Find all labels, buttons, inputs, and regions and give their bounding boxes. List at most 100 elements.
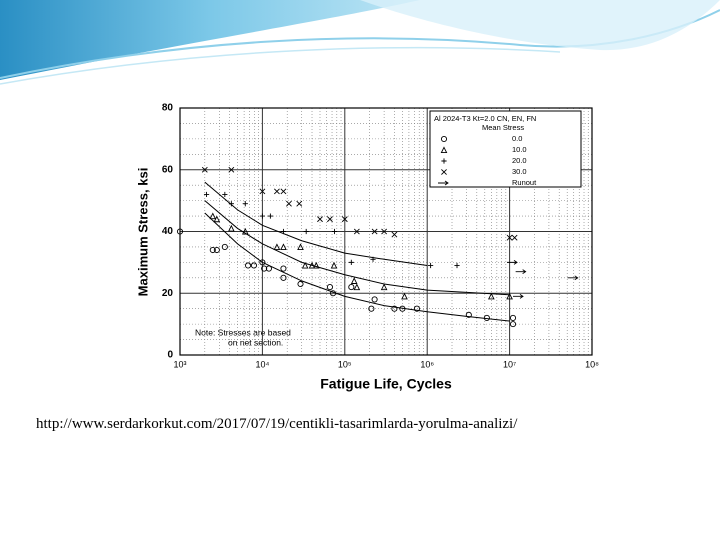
point [506, 234, 513, 241]
point [297, 243, 304, 250]
point [273, 188, 280, 195]
legend-box [429, 110, 582, 188]
point [454, 262, 460, 269]
point [487, 292, 495, 300]
point [515, 269, 527, 275]
wave-line [0, 46, 561, 85]
point [350, 277, 358, 284]
x-tick-label: 10⁶ [420, 359, 434, 369]
point [330, 261, 338, 269]
point [213, 215, 221, 223]
point [371, 296, 378, 303]
point [222, 191, 228, 198]
point [259, 259, 266, 266]
point [413, 305, 420, 312]
x-tick-label: 10³ [173, 359, 186, 369]
point [273, 243, 281, 250]
point [221, 243, 228, 250]
point [507, 260, 518, 265]
point [348, 284, 355, 291]
y-tick-label: 60 [162, 164, 174, 175]
point [506, 292, 513, 300]
point [511, 234, 518, 241]
point [280, 243, 287, 250]
x-tick-label: 10⁵ [338, 359, 352, 369]
x-axis-label: Fatigue Life, Cycles [320, 376, 452, 392]
point [331, 228, 338, 235]
point [209, 246, 216, 254]
point [368, 305, 375, 312]
fit-curve [204, 212, 510, 322]
fit-curve [204, 181, 428, 266]
point [286, 200, 292, 207]
point [428, 262, 434, 269]
note: Note: Stresses are based [195, 327, 291, 337]
point [353, 283, 361, 291]
wave [360, 0, 720, 51]
point [391, 231, 398, 238]
y-axis-label: Maximum Stress, ksi [135, 168, 150, 297]
point [329, 290, 337, 297]
point [483, 314, 490, 322]
point [381, 228, 388, 235]
point [176, 228, 184, 235]
point [259, 213, 265, 219]
point [391, 305, 398, 312]
point [228, 166, 235, 173]
point [401, 292, 408, 300]
wave [0, 0, 420, 80]
point [341, 216, 348, 223]
point [296, 200, 303, 207]
point [245, 262, 252, 269]
plot-frame [179, 107, 593, 356]
point [370, 256, 376, 262]
point [509, 314, 517, 322]
point [353, 228, 360, 235]
point [512, 293, 524, 299]
legend-marker [440, 146, 448, 154]
point [380, 283, 388, 291]
point [265, 265, 272, 272]
point [209, 212, 217, 220]
point [203, 191, 210, 198]
point [326, 284, 333, 291]
point [228, 224, 235, 232]
y-tick-label: 40 [162, 226, 174, 237]
x-tick-label: 10⁸ [585, 359, 599, 369]
point [259, 188, 266, 195]
x-tick-label: 10⁴ [255, 359, 269, 369]
point [242, 201, 248, 207]
point [280, 274, 287, 281]
point [303, 228, 309, 235]
point [280, 228, 287, 235]
legend-marker [438, 180, 449, 186]
header-decoration [0, 0, 720, 85]
point [301, 261, 309, 269]
point [228, 201, 234, 207]
point [509, 321, 517, 328]
legend-marker [440, 135, 448, 143]
point [399, 305, 406, 312]
point [465, 311, 472, 318]
legend-label: 30.0 [512, 167, 527, 176]
y-tick-label: 20 [162, 288, 174, 299]
point [297, 280, 304, 288]
point [371, 228, 378, 235]
point [213, 246, 220, 254]
point [241, 227, 249, 235]
x-tick-label: 10⁷ [503, 359, 516, 369]
point [327, 216, 333, 223]
y-tick-label: 80 [162, 103, 174, 114]
point [308, 261, 316, 269]
point [280, 188, 287, 195]
legend-label: 0.0 [512, 134, 522, 143]
point [567, 275, 579, 281]
legend-label: 20.0 [512, 156, 527, 165]
legend-label: Runout [512, 178, 537, 187]
caption: http://www.serdarkorkut.com/2017/07/19/c… [36, 416, 518, 432]
y-tick-label: 0 [167, 350, 173, 361]
point [280, 265, 287, 272]
point [267, 213, 273, 219]
legend-marker [441, 169, 447, 175]
